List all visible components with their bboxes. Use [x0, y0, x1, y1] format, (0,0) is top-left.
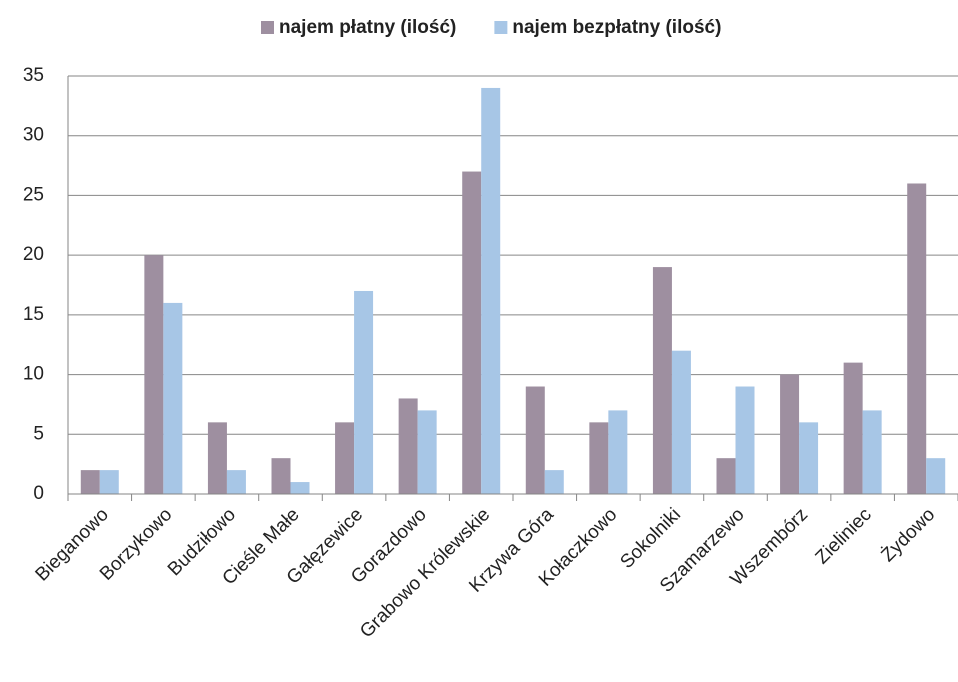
x-tick-label: Żydowo [877, 504, 939, 566]
bar [907, 183, 927, 494]
x-tick-label: Zieliniec [812, 504, 876, 568]
legend-label: najem bezpłatny (ilość) [512, 17, 721, 38]
y-tick-label: 10 [23, 364, 44, 385]
bar [290, 482, 310, 494]
bar [926, 458, 946, 494]
bar [462, 171, 482, 495]
bar [716, 458, 736, 494]
bar [652, 267, 672, 494]
bar [226, 470, 246, 494]
y-tick-label: 5 [33, 423, 44, 444]
y-tick-label: 30 [23, 125, 44, 146]
bar [589, 422, 609, 494]
bar [207, 422, 227, 494]
legend-swatch [494, 21, 508, 34]
legend-swatch [261, 21, 274, 34]
bar [799, 422, 819, 494]
bar [417, 410, 437, 494]
bar [608, 410, 628, 494]
legend-label: najem płatny (ilość) [279, 17, 456, 38]
bar [354, 290, 374, 494]
bar [481, 87, 501, 494]
bar [525, 386, 545, 494]
bar [780, 374, 800, 494]
bar [862, 410, 882, 494]
bar [99, 470, 119, 494]
bar [398, 398, 418, 494]
y-tick-label: 0 [33, 483, 44, 504]
y-tick-label: 20 [23, 244, 44, 265]
bar [735, 386, 755, 494]
bar [544, 470, 564, 494]
y-tick-label: 35 [23, 65, 44, 86]
bar [335, 422, 355, 494]
bar [671, 350, 691, 494]
bar [144, 255, 164, 494]
bar [843, 362, 863, 494]
bar [80, 470, 100, 494]
bar [271, 458, 291, 494]
bar [163, 302, 183, 494]
y-tick-label: 15 [23, 304, 44, 325]
y-tick-label: 25 [23, 184, 44, 205]
